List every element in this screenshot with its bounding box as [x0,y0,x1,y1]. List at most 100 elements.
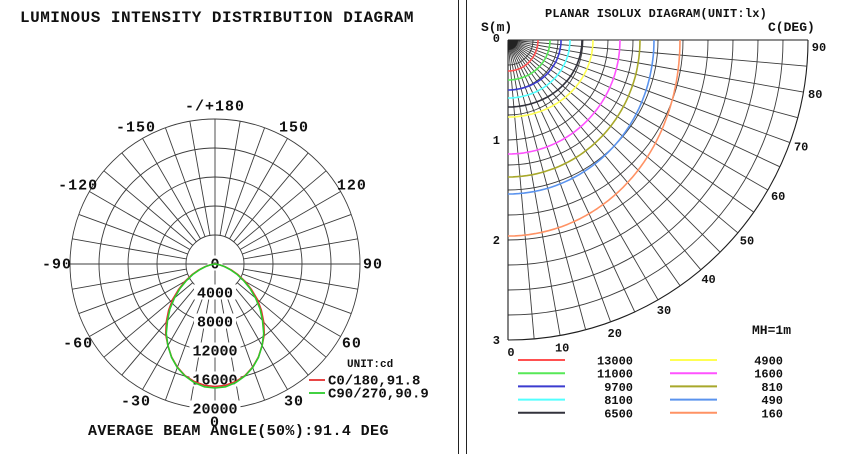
isolux-contour-8100 [508,40,571,99]
isolux-c-tick: 90 [812,41,826,55]
polar-r-tick-bg [189,342,241,358]
polar-grid-spoke [189,121,211,236]
legend-value: 4900 [754,355,783,369]
left-legend-unit-label: UNIT:cd [347,359,394,371]
legend-value: 8100 [604,394,633,408]
polar-grid-spoke [103,170,194,246]
polar-grid-spoke [239,278,341,337]
isolux-grid-spoke [507,39,798,119]
isolux-contour-810 [507,39,641,178]
polar-grid-spoke [236,170,327,246]
isolux-grid-spoke [507,39,681,287]
polar-grid-spoke [243,268,358,290]
isolux-grid-spoke [507,39,769,191]
polar-grid-spoke [72,238,187,260]
isolux-grid-spoke [507,39,791,144]
isolux-s-tick: 2 [493,234,500,248]
polar-angle-label: -30 [121,393,151,410]
isolux-grid-spoke [507,39,587,330]
luminaire-origin-marker [508,40,518,50]
polar-grid-spoke [142,138,201,240]
polar-grid-spoke [142,288,201,390]
polar-grid-spoke [89,278,191,337]
isolux-c-tick: 50 [740,235,754,249]
isolux-contour-6500 [508,39,583,108]
polar-angle-label: -90 [42,257,72,274]
polar-angle-label: -120 [58,178,98,195]
mounting-height-label: MH=1m [752,323,792,338]
polar-r-tick-bg [189,371,241,387]
polar-grid-spoke [224,127,266,237]
polar-grid-spoke [103,282,194,358]
legend-value: 160 [761,407,783,421]
polar-angle-label: -150 [116,120,156,137]
polar-grid-spoke [233,285,309,376]
intensity-polar-chart: 0400080001200016000200000306090120150-/+… [42,99,429,432]
isolux-c-tick: 30 [657,304,671,318]
polar-r-tick: 12000 [192,344,237,361]
polar-grid-spoke [121,152,197,243]
isolux-c-tick: 70 [794,141,808,155]
isolux-c-tick: 60 [771,190,785,204]
polar-grid-spoke [239,191,341,250]
legend-label: C90/270,90.9 [328,387,429,403]
polar-grid-spoke [224,291,266,401]
polar-r-tick: 4000 [197,286,233,303]
polar-grid-spoke [164,127,206,237]
polar-angle-label: 60 [342,336,362,353]
panel-divider [458,0,467,454]
isolux-grid-spoke [507,39,755,213]
polar-r-tick-bg [207,255,223,271]
polar-angle-label: 150 [279,120,309,137]
polar-r-tick-bg [194,284,236,300]
isolux-grid-spoke [507,39,612,323]
isolux-contour-11000 [508,40,551,81]
isolux-c-tick: 40 [701,273,715,287]
polar-grid-spoke [242,273,352,315]
isolux-contour-9700 [508,40,562,91]
isolux-grid-spoke [507,39,659,301]
polar-grid-spoke [219,121,241,236]
isolux-fan-chart: 0 10 20 30 40 50 60 70 80 90 1 2 3 130001100097008100… [493,39,826,421]
polar-angle-label: 30 [284,393,304,410]
polar-grid-spoke [121,285,197,376]
polar-angle-label: -60 [63,336,93,353]
polar-grid-spoke [242,213,352,255]
isolux-c-tick: 20 [608,327,622,341]
average-beam-angle-caption: AVERAGE BEAM ANGLE(50%):91.4 DEG [88,423,389,440]
legend-value: 13000 [597,355,633,369]
isolux-c-tick: 80 [808,88,822,102]
c-axis-label: C(DEG) [768,20,815,35]
isolux-s-tick: 1 [493,134,500,148]
polar-r-tick: 0 [210,257,219,274]
isolux-contour-1600 [507,39,621,155]
s-axis-label: S(m) [481,20,513,35]
polar-angle-label: 0 [210,415,220,432]
polar-r-tick-bg [189,400,241,416]
polar-grid-spoke [164,291,206,401]
polar-angle-label: -/+180 [185,99,245,116]
polar-grid-spoke [229,138,288,240]
polar-grid-spoke [78,273,188,315]
isolux-c-tick: 0 [507,346,514,360]
s-axis-origin-tick: 0 [492,32,500,46]
polar-grid-spoke [243,238,358,260]
legend-value: 1600 [754,368,783,382]
polar-grid-spoke [72,268,187,290]
isolux-grid-spoke [507,39,807,67]
legend-label: C0/180,91.8 [328,374,420,390]
isolux-contour-4900 [508,39,594,118]
polar-grid-spoke [89,191,191,250]
isolux-contour-490 [507,39,655,195]
isolux-c-tick: 10 [555,341,569,355]
legend-value: 490 [761,394,783,408]
intensity-curve-c90 [165,263,265,389]
polar-angle-label: 90 [363,257,383,274]
polar-r-tick: 20000 [192,402,237,419]
legend-value: 9700 [604,381,633,395]
left-chart-title: LUMINOUS INTENSITY DISTRIBUTION DIAGRAM [20,9,414,27]
polar-r-tick-bg [194,313,236,329]
polar-angle-label: 120 [337,178,367,195]
